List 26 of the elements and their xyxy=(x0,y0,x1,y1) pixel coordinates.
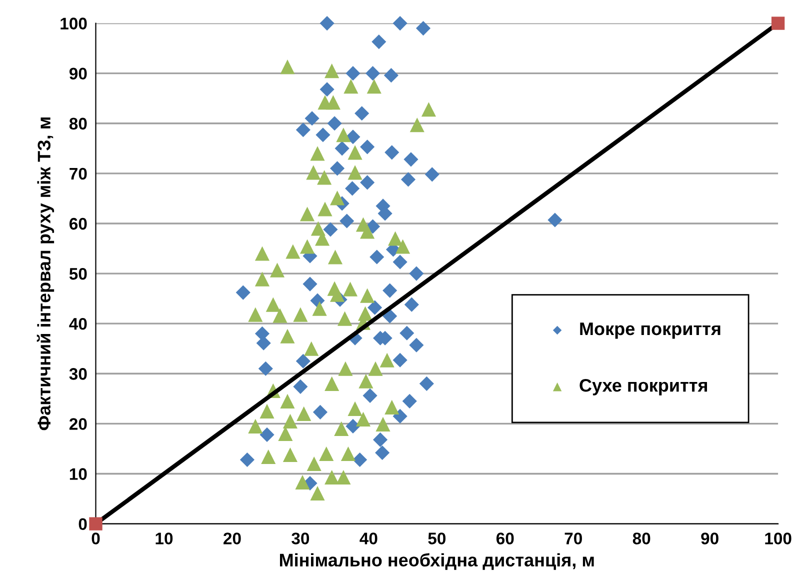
x-axis-title: Мінімально необхідна дистанція, м xyxy=(280,553,594,570)
legend-label: Мокре покриття xyxy=(580,322,720,339)
x-tick-label: 90 xyxy=(701,532,718,544)
x-tick-label: 10 xyxy=(156,532,173,544)
y-tick-label: 100 xyxy=(60,18,87,30)
x-tick-label: 50 xyxy=(428,532,446,544)
y-tick-label: 60 xyxy=(70,218,87,230)
y-tick-label: 30 xyxy=(69,368,87,380)
y-tick-label: 40 xyxy=(69,318,87,330)
x-tick-label: 80 xyxy=(632,532,650,544)
legend-label: Сухе покриття xyxy=(580,378,707,396)
y-tick-label: 80 xyxy=(69,118,87,130)
y-axis-title: Фактичний інтервал руху між ТЗ, м xyxy=(36,118,54,430)
x-tick-label: 40 xyxy=(360,532,378,544)
x-tick-label: 100 xyxy=(765,532,792,544)
y-tick-label: 90 xyxy=(69,68,87,80)
y-tick-label: 50 xyxy=(69,268,87,280)
x-tick-label: 0 xyxy=(92,532,100,544)
x-tick-label: 60 xyxy=(496,532,514,544)
y-tick-label: 10 xyxy=(70,468,87,480)
x-tick-label: 30 xyxy=(292,532,310,544)
y-tick-label: 0 xyxy=(78,518,87,530)
y-tick-label: 20 xyxy=(69,418,87,430)
x-tick-label: 20 xyxy=(224,532,241,544)
x-tick-label: 70 xyxy=(564,532,582,544)
y-tick-label: 70 xyxy=(70,168,87,180)
